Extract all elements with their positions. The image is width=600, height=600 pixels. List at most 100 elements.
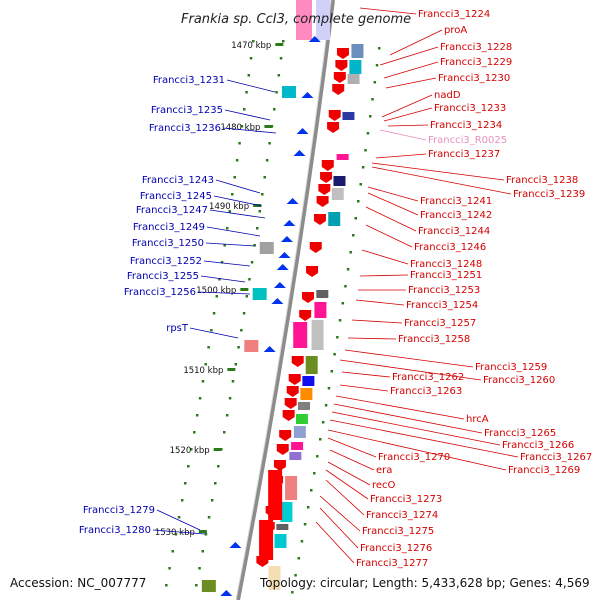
leader-line xyxy=(379,46,439,66)
leader-line xyxy=(213,195,263,207)
tick-dot xyxy=(248,278,251,281)
gene-label: Francci3_1277 xyxy=(356,558,428,569)
reverse-gene-arrow xyxy=(328,110,341,121)
gene-block xyxy=(276,524,289,530)
gene-label: Francci3_1228 xyxy=(440,42,512,53)
gene-block xyxy=(349,60,362,74)
gene-label: proA xyxy=(444,25,467,36)
tick-dot xyxy=(184,482,187,485)
gene-label: recO xyxy=(372,480,396,491)
gene-label: Francci3_1224 xyxy=(418,9,490,20)
leader-line xyxy=(359,274,409,277)
forward-gene-arrow xyxy=(276,264,289,270)
gene-bar xyxy=(293,322,308,348)
tick-dot xyxy=(373,81,377,84)
leader-line xyxy=(347,337,397,340)
reverse-gene-arrow xyxy=(333,72,346,83)
tick-dot xyxy=(354,217,358,220)
tick-dot xyxy=(297,557,301,560)
tick-dot xyxy=(238,142,241,145)
gene-block xyxy=(336,154,349,160)
tick-dot xyxy=(201,380,205,383)
gene-block xyxy=(311,320,324,350)
forward-gene-arrow xyxy=(293,150,306,156)
gene-block xyxy=(289,452,302,460)
leader-line xyxy=(344,349,474,368)
tick-dot xyxy=(349,251,352,254)
leader-line xyxy=(189,327,239,339)
gene-block xyxy=(328,212,341,226)
leader-line xyxy=(224,109,271,121)
gene-label: Francci3_1252 xyxy=(130,256,202,267)
forward-gene-arrow xyxy=(308,36,321,42)
kbp-tick xyxy=(275,43,284,46)
gene-bar xyxy=(259,520,274,560)
gene-block xyxy=(342,112,355,120)
leader-line xyxy=(206,226,261,237)
forward-gene-arrow xyxy=(229,542,242,548)
leader-line xyxy=(383,107,433,122)
tick-dot xyxy=(242,108,246,111)
tick-dot xyxy=(364,149,367,152)
tick-dot xyxy=(324,404,328,407)
tick-dot xyxy=(366,132,370,135)
reverse-gene-arrow xyxy=(276,444,289,455)
tick-dot xyxy=(225,414,229,417)
tick-dot xyxy=(234,363,238,366)
leader-line xyxy=(222,127,277,134)
tick-dot xyxy=(272,108,276,111)
tick-dot xyxy=(359,183,362,186)
gene-block xyxy=(244,340,259,352)
gene-label: era xyxy=(376,465,392,476)
gene-block xyxy=(305,356,318,374)
tick-dot xyxy=(346,268,350,271)
leader-line xyxy=(381,94,433,118)
gene-label: Francci3_1257 xyxy=(404,318,476,329)
tick-dot xyxy=(240,329,243,332)
forward-gene-arrow xyxy=(271,298,284,304)
leader-line xyxy=(365,206,417,232)
leader-line xyxy=(375,153,427,159)
gene-label: Francci3_1275 xyxy=(362,526,434,537)
gene-label: Francci3_1251 xyxy=(410,270,482,281)
tick-dot xyxy=(330,370,334,373)
tick-dot xyxy=(207,346,210,349)
kbp-label: 1490 kbp xyxy=(209,202,249,212)
forward-gene-arrow xyxy=(220,590,233,596)
leader-line xyxy=(197,291,251,295)
tick-dot xyxy=(253,244,256,247)
tick-dot xyxy=(291,591,294,594)
kbp-scale: 1470 kbp 1480 kbp 1490 kbp 1500 kbp 1510 kbp… xyxy=(155,41,284,538)
tick-dot xyxy=(275,91,278,94)
tick-dot xyxy=(174,533,178,536)
forward-gene-arrow xyxy=(286,198,299,204)
gene-label: Francci3_1231 xyxy=(153,75,225,86)
gene-label: Francci3_1265 xyxy=(484,428,556,439)
leader-line xyxy=(327,437,377,458)
gene-bar xyxy=(268,470,283,520)
kbp-label: 1530 kbp xyxy=(155,528,195,538)
tick-dot xyxy=(233,176,236,179)
leader-line xyxy=(371,162,505,181)
leader-line xyxy=(226,79,276,93)
leader-line xyxy=(367,192,419,216)
tick-dot xyxy=(336,336,339,339)
leader-line xyxy=(389,29,443,56)
tick-dot xyxy=(207,516,211,519)
tick-dot xyxy=(223,431,226,434)
gene-label: Francci3_1270 xyxy=(378,452,450,463)
leader-line xyxy=(341,371,391,378)
tick-dot xyxy=(300,540,304,543)
tick-dot xyxy=(338,319,342,322)
tick-dot xyxy=(319,438,322,441)
leader-line xyxy=(339,384,389,392)
kbp-label: 1500 kbp xyxy=(196,286,236,296)
tick-dot xyxy=(249,57,253,60)
leader-line xyxy=(327,429,507,471)
reverse-gene-arrow xyxy=(279,430,292,441)
gene-label: nadD xyxy=(434,90,461,101)
gene-label: Francci3_1241 xyxy=(420,196,492,207)
tick-dot xyxy=(220,261,224,264)
gene-label: Francci3_1274 xyxy=(366,510,438,521)
